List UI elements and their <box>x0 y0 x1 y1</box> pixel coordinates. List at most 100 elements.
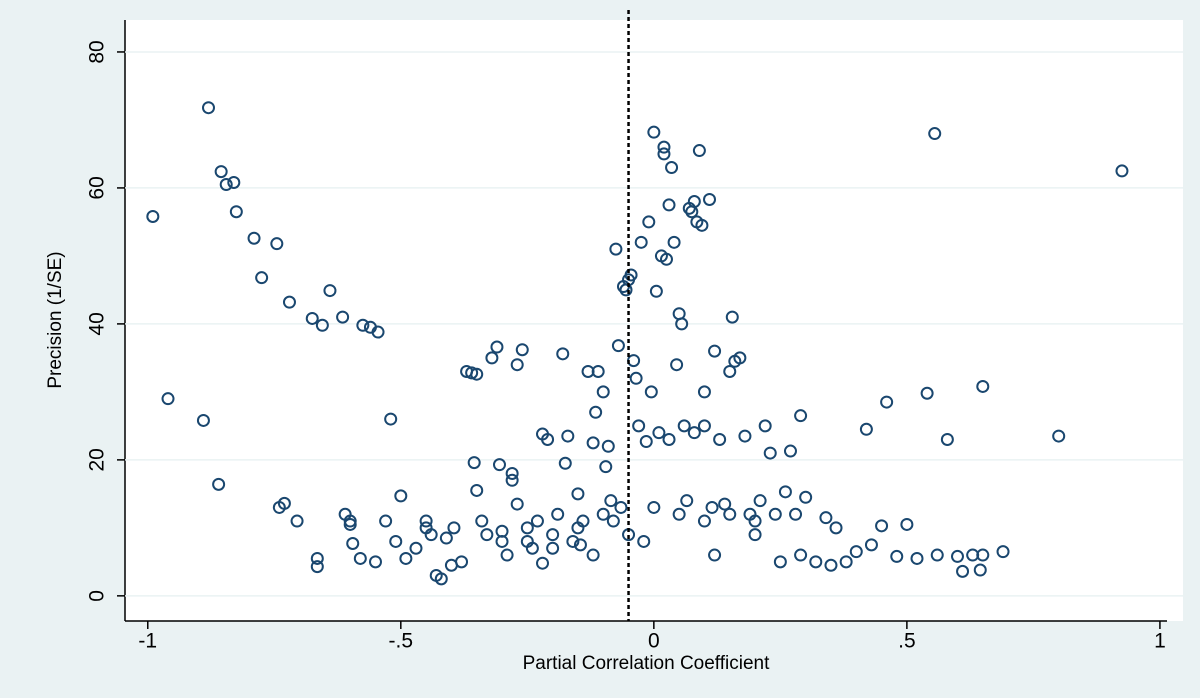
point <box>652 426 666 440</box>
point <box>695 218 709 232</box>
point <box>495 524 509 538</box>
point <box>447 521 461 535</box>
point <box>346 536 360 550</box>
point <box>637 534 651 548</box>
point <box>662 432 676 446</box>
point <box>708 548 722 562</box>
point <box>409 541 423 555</box>
point <box>353 551 367 565</box>
point <box>725 310 739 324</box>
point <box>586 548 600 562</box>
point <box>996 545 1010 559</box>
point <box>778 485 792 499</box>
point <box>561 429 575 443</box>
point <box>799 490 813 504</box>
point <box>849 545 863 559</box>
point <box>394 489 408 503</box>
point <box>910 551 924 565</box>
point <box>783 444 797 458</box>
point <box>667 235 681 249</box>
point <box>601 439 615 453</box>
point <box>677 419 691 433</box>
point <box>277 496 291 510</box>
point <box>875 519 889 533</box>
x-tick-label: 0 <box>648 630 660 653</box>
point <box>748 514 762 528</box>
point <box>434 572 448 586</box>
point <box>708 344 722 358</box>
point <box>768 507 782 521</box>
point <box>492 458 506 472</box>
point <box>624 268 638 282</box>
point <box>202 101 216 115</box>
point <box>687 195 701 209</box>
point <box>723 507 737 521</box>
point <box>573 538 587 552</box>
point <box>465 366 479 380</box>
point <box>1115 164 1129 178</box>
point <box>384 412 398 426</box>
point <box>310 551 324 565</box>
point <box>665 161 679 175</box>
point <box>824 558 838 572</box>
point <box>738 429 752 443</box>
point <box>255 271 269 285</box>
point <box>500 548 514 562</box>
point <box>379 514 393 528</box>
point <box>675 317 689 331</box>
point <box>611 339 625 353</box>
point <box>515 343 529 357</box>
point <box>859 422 873 436</box>
point <box>399 551 413 565</box>
point <box>270 237 284 251</box>
point <box>639 435 653 449</box>
y-axis-label: Precision (1/SE) <box>45 251 66 388</box>
point <box>323 284 337 298</box>
point <box>789 507 803 521</box>
point <box>541 432 555 446</box>
point <box>634 235 648 249</box>
point <box>723 364 737 378</box>
point <box>505 473 519 487</box>
point <box>161 392 175 406</box>
plot-area <box>125 20 1183 621</box>
point <box>480 528 494 542</box>
point <box>809 555 823 569</box>
point <box>369 555 383 569</box>
point <box>794 548 808 562</box>
point <box>956 564 970 578</box>
point <box>510 497 524 511</box>
point <box>536 556 550 570</box>
point <box>343 514 357 528</box>
point <box>657 147 671 161</box>
point <box>839 555 853 569</box>
point <box>692 144 706 158</box>
point <box>214 165 228 179</box>
point <box>310 560 324 574</box>
y-tick-label: 0 <box>86 590 109 602</box>
point <box>773 555 787 569</box>
point <box>829 521 843 535</box>
point <box>546 528 560 542</box>
point <box>753 494 767 508</box>
point <box>586 436 600 450</box>
point <box>530 514 544 528</box>
point <box>890 549 904 563</box>
point <box>976 379 990 393</box>
point <box>763 446 777 460</box>
point <box>505 466 519 480</box>
x-tick-label: -.5 <box>389 630 414 653</box>
point <box>928 127 942 141</box>
point <box>596 385 610 399</box>
point <box>227 175 241 189</box>
point <box>589 405 603 419</box>
point <box>976 548 990 562</box>
point <box>647 500 661 514</box>
point <box>229 205 243 219</box>
point <box>419 521 433 535</box>
point <box>1052 429 1066 443</box>
point <box>819 511 833 525</box>
point <box>219 178 233 192</box>
point <box>950 549 964 563</box>
